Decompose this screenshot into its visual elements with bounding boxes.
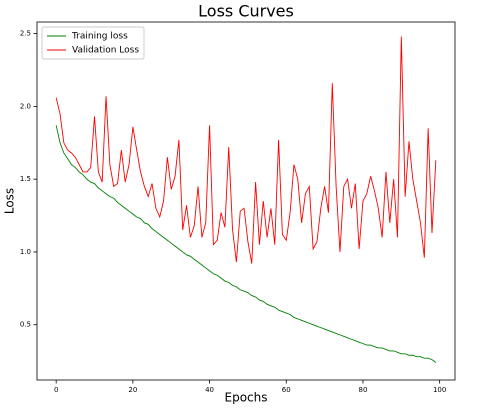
- legend-label: Training loss: [71, 32, 128, 42]
- x-tick-label: 0: [54, 386, 58, 394]
- y-tick-label: 1.0: [20, 248, 31, 256]
- x-tick-label: 80: [359, 386, 368, 394]
- x-tick-label: 100: [433, 386, 446, 394]
- legend-box: [41, 26, 145, 60]
- y-tick-label: 0.5: [20, 321, 31, 329]
- series-line: [55, 125, 437, 363]
- series-line: [55, 36, 437, 264]
- y-tick-label: 2.5: [20, 30, 31, 38]
- x-axis-label: Epochs: [225, 391, 268, 405]
- chart-title: Loss Curves: [198, 2, 294, 21]
- y-axis-label: Loss: [3, 188, 17, 214]
- y-tick-label: 1.5: [20, 175, 31, 183]
- x-tick-label: 60: [282, 386, 291, 394]
- plot-area: [36, 21, 456, 381]
- y-tick-label: 2.0: [20, 102, 31, 110]
- x-tick-label: 40: [205, 386, 214, 394]
- x-tick-label: 20: [128, 386, 137, 394]
- legend-label: Validation Loss: [72, 46, 139, 56]
